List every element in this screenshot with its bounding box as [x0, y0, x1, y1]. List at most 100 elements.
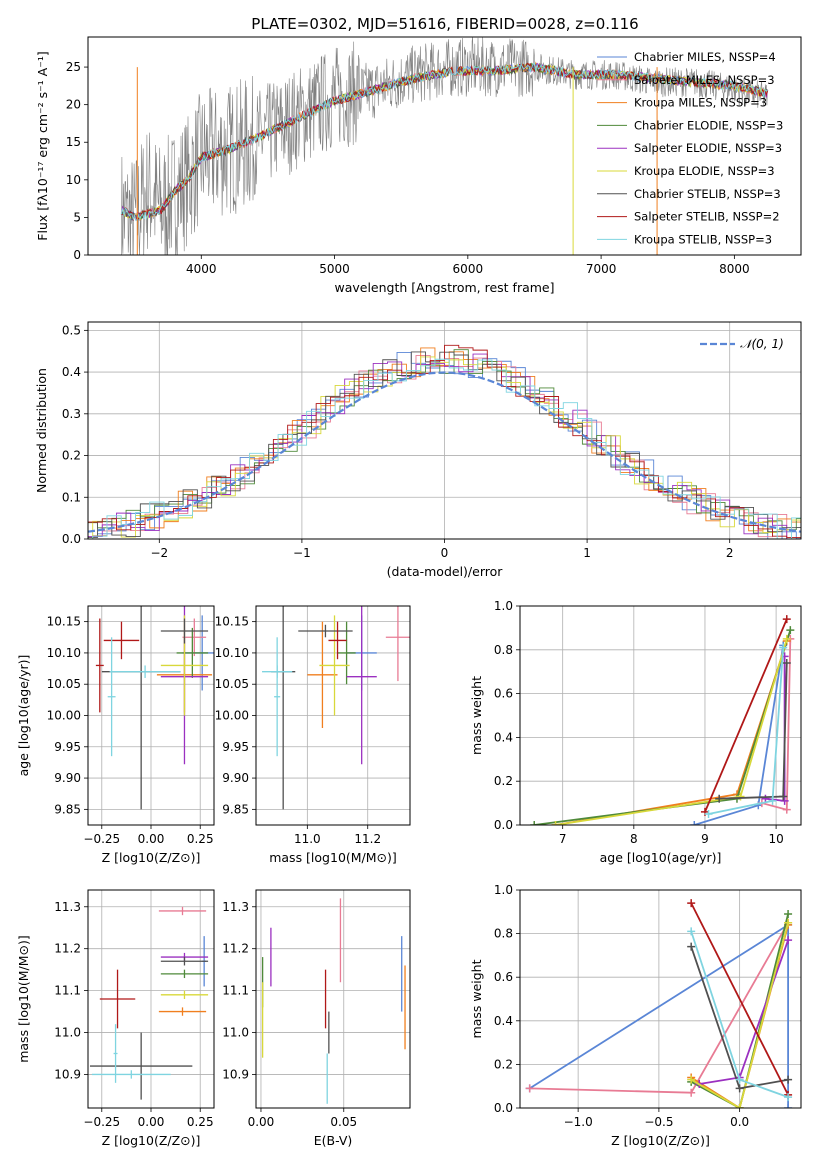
y-tick-label: 0.0 — [494, 1101, 513, 1115]
x-tick-label: 4000 — [186, 262, 217, 276]
data-point — [113, 1024, 118, 1083]
y-tick-label: 11.3 — [54, 900, 81, 914]
weight-marker — [551, 821, 560, 825]
panel-age_vs_Z: −0.25 0.00 0.25 9.85 9.90 9.95 10.00 10.05 10.10… — [16, 605, 215, 865]
y-tick-label: 9.95 — [54, 740, 81, 754]
x-tick-label: 8 — [630, 832, 638, 846]
x-tick-label: 7 — [559, 832, 567, 846]
y-tick-label: 10.9 — [222, 1067, 249, 1081]
x-tick-label: −1 — [293, 546, 311, 560]
legend-entry: Salpeter STELIB, NSSP=2 — [634, 210, 780, 224]
axes-frame — [255, 889, 411, 1109]
weight-marker — [687, 942, 696, 951]
x-tick-label: 11.2 — [354, 832, 381, 846]
legend-entry: Chabrier MILES, NSSP=4 — [634, 50, 776, 64]
y-tick-label: 11.2 — [222, 942, 249, 956]
weight-marker — [735, 1104, 744, 1108]
axes-frame — [87, 36, 802, 256]
x-tick-label: 0.00 — [138, 1115, 165, 1129]
data-point — [158, 1007, 207, 1016]
data-point — [160, 969, 209, 979]
y-tick-label: 11.0 — [222, 1026, 249, 1040]
legend-entry: Kroupa MILES, NSSP=3 — [634, 96, 767, 110]
data-point — [328, 621, 347, 660]
x-tick-label: 6000 — [453, 262, 484, 276]
weight-marker — [735, 1075, 744, 1084]
y-tick-label: 10.10 — [215, 646, 249, 660]
y-axis-label: mass [log10(M/M⊙)] — [16, 935, 31, 1063]
weight-marker — [784, 936, 793, 945]
y-tick-label: 0.8 — [494, 927, 513, 941]
y-axis-label: Flux [fλ10⁻¹⁷ erg cm⁻² s⁻¹ A⁻¹] — [35, 51, 50, 240]
plot-area — [89, 906, 209, 1100]
weight-marker — [715, 794, 724, 803]
panel-spectrum: Chabrier MILES, NSSP=4 Salpeter MILES, NS… — [35, 36, 802, 295]
data-point — [91, 1070, 171, 1079]
data-point — [160, 990, 209, 999]
weight-marker — [687, 927, 696, 936]
data-point — [103, 621, 140, 660]
legend-entry: Kroupa STELIB, NSSP=3 — [634, 232, 772, 246]
data-point — [95, 618, 104, 713]
x-tick-label: 10 — [768, 832, 783, 846]
y-tick-label: 0 — [73, 248, 81, 262]
y-tick-label: 11.1 — [54, 984, 81, 998]
legend-entry: 𝒩(0, 1) — [740, 337, 784, 351]
x-tick-label: 0.00 — [248, 1115, 275, 1129]
weight-marker — [780, 796, 789, 805]
x-axis-label: age [log10(age/yr)] — [600, 850, 722, 865]
panel-residuals: 𝒩(0, 1) −2 −1 0 1 2 0.0 0.1 0.2 0.3 0.4 0.5 (data-mo… — [34, 321, 802, 579]
weight-marker — [690, 821, 699, 825]
y-tick-label: 0.3 — [62, 407, 81, 421]
data-point — [385, 606, 410, 682]
weight-marker — [761, 794, 770, 803]
x-axis-label: Z [log10(Z/Z⊙)] — [102, 1133, 201, 1148]
x-tick-label: 5000 — [319, 262, 350, 276]
x-tick-label: −0.25 — [83, 832, 120, 846]
y-tick-label: 0.0 — [62, 532, 81, 546]
weight-marker — [782, 658, 791, 667]
weight-marker — [784, 1075, 793, 1084]
legend-entry: Chabrier ELODIE, NSSP=3 — [634, 118, 783, 132]
x-tick-label: 0 — [441, 546, 449, 560]
y-tick-label: 10.10 — [47, 646, 81, 660]
plot-area — [530, 615, 795, 825]
y-tick-label: 11.3 — [222, 900, 249, 914]
x-tick-label: 8000 — [719, 262, 750, 276]
model-curve — [120, 62, 768, 222]
weight-line — [534, 629, 792, 825]
y-tick-label: 10.05 — [215, 677, 249, 691]
y-tick-label: 9.90 — [222, 771, 249, 785]
panel-weight_vs_Z: −1.0 −0.5 0.0 0.0 0.2 0.4 0.6 0.8 1.0 Z [log10(Z/… — [469, 883, 802, 1148]
x-tick-label: −0.5 — [644, 1115, 673, 1129]
histogram — [88, 356, 801, 539]
y-axis-label: mass weight — [469, 959, 484, 1038]
plot-area — [88, 344, 801, 539]
y-axis-label: age [log10(age/yr)] — [16, 655, 31, 777]
data-point — [99, 969, 136, 1029]
axes-frame — [519, 605, 802, 826]
weight-line — [690, 902, 789, 1096]
weight-line — [690, 913, 789, 1108]
axes-frame — [519, 889, 802, 1109]
y-tick-label: 1.0 — [494, 883, 513, 897]
weight-line — [690, 922, 789, 1108]
weight-marker — [687, 1075, 696, 1084]
y-tick-label: 9.95 — [222, 740, 249, 754]
weight-marker — [687, 1088, 696, 1097]
weight-marker — [784, 918, 793, 927]
data-point — [319, 615, 350, 716]
x-axis-label: Z [log10(Z/Z⊙)] — [102, 850, 201, 865]
data-point — [107, 637, 116, 757]
histogram — [88, 351, 801, 538]
legend-entry: Kroupa ELODIE, NSSP=3 — [634, 164, 775, 178]
y-tick-label: 0.6 — [494, 970, 513, 984]
data-point — [160, 957, 209, 966]
y-tick-label: 0.4 — [494, 1014, 513, 1028]
x-axis-label: (data-model)/error — [387, 564, 504, 579]
x-axis-label: wavelength [Angstrom, rest frame] — [334, 280, 554, 295]
x-tick-label: 9 — [701, 832, 709, 846]
y-tick-label: 1.0 — [494, 599, 513, 613]
histogram — [88, 353, 801, 539]
